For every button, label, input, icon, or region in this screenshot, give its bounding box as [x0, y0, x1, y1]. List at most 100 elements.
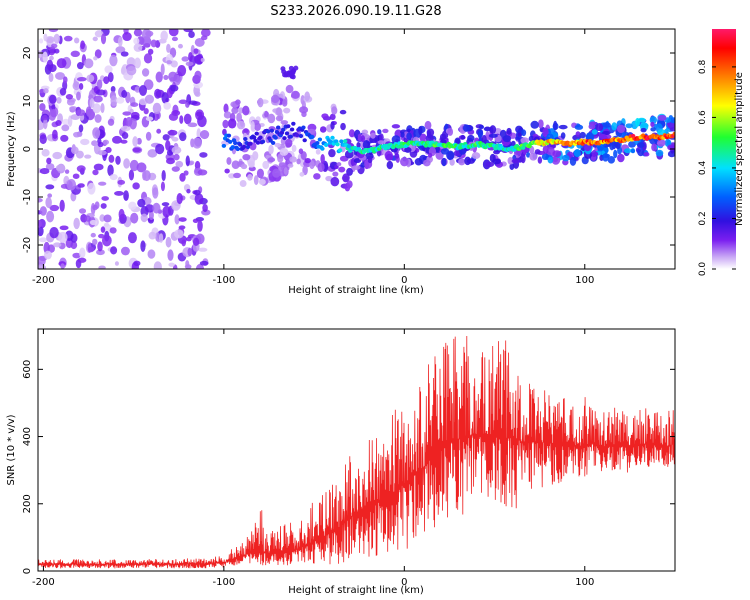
spectrogram-cell: [427, 152, 433, 158]
spectrogram-cell: [108, 154, 115, 163]
spectrogram-cell: [181, 239, 186, 247]
spectrogram-x-axis: -200 -100 0 100: [32, 29, 594, 286]
spectrogram-cell: [165, 236, 172, 248]
spectrogram-cell: [285, 138, 293, 148]
spectrogram-cell: [300, 95, 305, 105]
spectrogram-cell: [93, 163, 104, 171]
spectrogram-cell: [79, 247, 86, 259]
spectrogram-cell: [47, 193, 53, 198]
snr-plot-area: [38, 335, 675, 569]
spectrogram-cell: [179, 132, 187, 142]
colorbar-tick-label: 0.2: [698, 211, 708, 225]
spectrogram-cell: [560, 132, 566, 139]
spectrogram-cell: [134, 57, 141, 69]
spectrogram-cell: [231, 160, 240, 169]
spectrogram-cell: [59, 87, 67, 96]
spectrogram-ridge-cell: [298, 134, 304, 139]
spectrogram-cell: [192, 218, 199, 224]
spectrogram-cell: [331, 106, 338, 115]
spectrogram-cell: [152, 102, 162, 115]
spectrogram-cell: [296, 158, 301, 165]
spectrogram-cell: [48, 29, 59, 33]
spectrogram-cell: [168, 113, 179, 121]
spectrogram-cell: [39, 134, 47, 145]
spectrogram-cell: [92, 204, 98, 211]
spectrogram-cell: [478, 124, 485, 130]
spectrogram-cell: [279, 147, 289, 156]
x-tick-label: 100: [575, 577, 594, 588]
spectrogram-cell: [291, 144, 297, 153]
spectrogram-cell: [242, 153, 251, 161]
spectrogram-cell: [107, 164, 114, 177]
spectrogram-cell: [84, 154, 92, 159]
colorbar-tick-label: 0.0: [698, 262, 708, 277]
spectrogram-cell: [291, 90, 300, 99]
spectrogram-cell: [339, 109, 347, 115]
spectrogram-cell: [161, 92, 169, 104]
spectrogram-cell: [404, 146, 412, 153]
spectrogram-cell: [284, 71, 290, 77]
spectrogram-cell: [171, 137, 179, 142]
spectrogram-cell: [161, 202, 170, 207]
spectrogram-cell: [152, 187, 159, 199]
spectrogram-cell: [520, 153, 526, 164]
spectrogram-cell: [264, 110, 269, 118]
spectrogram-cell: [223, 111, 232, 119]
spectrogram-cell: [120, 66, 126, 75]
spectrogram-cell: [257, 97, 264, 108]
spectrogram-cell: [471, 152, 481, 160]
spectrogram-cell: [602, 153, 609, 162]
spectrogram-cell: [575, 131, 581, 137]
spectrogram-cell: [56, 58, 67, 69]
colorbar-tick-label: 0.4: [698, 161, 708, 176]
spectrogram-cell: [466, 158, 475, 164]
spectrogram-cell: [76, 109, 86, 116]
spectrogram-cell: [97, 241, 103, 252]
spectrogram-cell: [422, 159, 431, 167]
spectrogram-cell: [615, 142, 621, 150]
spectrogram-cell: [441, 157, 447, 167]
spectrogram-cell: [243, 128, 249, 133]
spectrogram-cell: [467, 134, 475, 142]
spectrogram-cell: [92, 169, 99, 176]
spectrogram-cell: [97, 141, 104, 148]
spectrogram-cell: [198, 247, 208, 252]
colorbar: 0.0 0.2 0.4 0.6 0.8 Normalized spectral ampl…: [698, 29, 745, 276]
spectrogram-cell: [193, 48, 199, 54]
spectrogram-cell: [177, 43, 183, 49]
spectrogram-ridge-cell: [226, 133, 232, 138]
spectrogram-cell: [118, 208, 125, 221]
spectrogram-cell: [377, 140, 385, 145]
spectrogram-cell: [72, 81, 80, 91]
spectrogram-cell: [56, 96, 62, 104]
spectrogram-cell: [92, 127, 101, 139]
colorbar-tick-label: 0.8: [698, 59, 708, 74]
spectrogram-cell: [134, 86, 141, 93]
spectrogram-cell: [250, 120, 255, 131]
snr-x-label: Height of straight line (km): [288, 585, 424, 596]
spectrogram-cell: [635, 117, 640, 127]
spectrogram-cell: [114, 261, 119, 266]
spectrogram-cell: [155, 232, 161, 242]
spectrogram-cell: [379, 133, 384, 143]
x-tick-label: -100: [213, 275, 236, 286]
spectrogram-cell: [283, 107, 291, 114]
spectrogram-cell: [242, 105, 250, 116]
spectrogram-cell: [528, 135, 535, 142]
spectrogram-x-label: Height of straight line (km): [288, 285, 424, 296]
spectrogram-cell: [520, 137, 529, 144]
spectrogram-cell: [574, 124, 584, 130]
spectrogram-cell: [93, 56, 98, 61]
spectrogram-cell: [46, 210, 55, 223]
spectrogram-cell: [170, 60, 178, 68]
spectrogram-cell: [186, 188, 191, 194]
spectrogram-cell: [145, 30, 154, 37]
spectrogram-cell: [155, 71, 163, 83]
spectrogram-cell: [102, 139, 109, 145]
spectrogram-cell: [127, 232, 137, 244]
spectrogram-cell: [53, 33, 61, 44]
spectrogram-cell: [121, 90, 128, 98]
spectrogram-cell: [148, 210, 154, 221]
spectrogram-cell: [148, 231, 157, 240]
spectrogram-cell: [39, 88, 45, 94]
